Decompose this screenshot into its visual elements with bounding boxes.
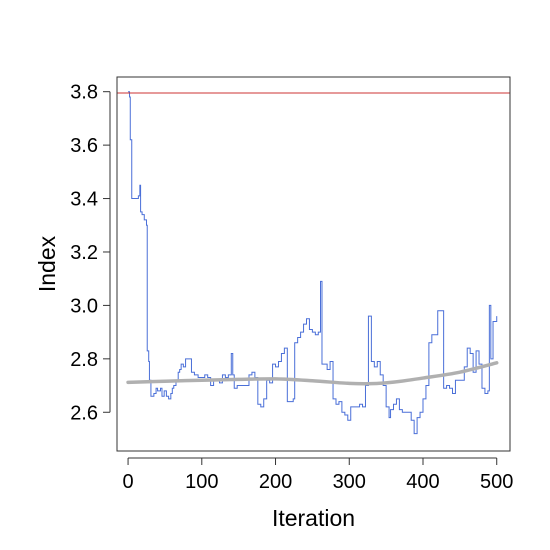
y-axis: 2.6 2.8 3.0 3.2 3.4 3.6 3.8 [70, 82, 111, 424]
plot-frame [116, 76, 511, 452]
y-tick-label: 2.6 [70, 402, 98, 424]
x-axis-title: Iteration [272, 505, 355, 531]
y-tick-label: 3.8 [70, 82, 98, 104]
x-tick-label: 0 [122, 471, 133, 493]
y-axis-title: Index [34, 235, 60, 292]
x-tick-label: 200 [259, 471, 292, 493]
y-tick-label: 2.8 [70, 349, 98, 371]
x-tick-label: 500 [480, 471, 513, 493]
y-tick-label: 3.0 [70, 295, 98, 317]
x-tick-label: 400 [406, 471, 439, 493]
x-axis: 0 100 200 300 400 500 [122, 457, 513, 493]
x-tick-label: 100 [185, 471, 218, 493]
series-0-line [128, 91, 498, 435]
y-tick-label: 3.4 [70, 189, 98, 211]
series-1-smooth-line [126, 361, 499, 386]
x-tick-label: 300 [333, 471, 366, 493]
y-tick-label: 3.2 [70, 242, 98, 264]
series-layer [126, 91, 499, 435]
y-tick-label: 3.6 [70, 135, 98, 157]
